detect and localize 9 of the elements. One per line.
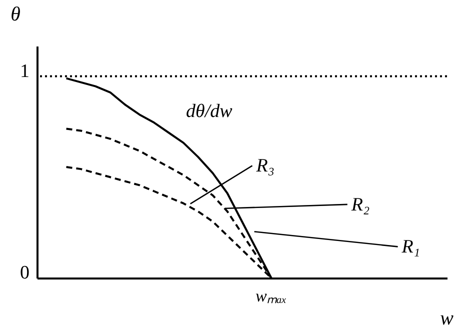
y-tick-label: 0 bbox=[20, 262, 30, 284]
x-axis-title: w bbox=[440, 308, 454, 330]
annotation: R₃ bbox=[255, 156, 274, 177]
annotation: dθ/dw bbox=[186, 100, 233, 122]
y-tick-label: 1 bbox=[20, 60, 30, 82]
annotation: R₂ bbox=[350, 194, 370, 216]
text: wₘₐₓ bbox=[256, 286, 287, 306]
y-axis-title: θ bbox=[10, 4, 21, 26]
annotation: R₁ bbox=[400, 236, 420, 258]
